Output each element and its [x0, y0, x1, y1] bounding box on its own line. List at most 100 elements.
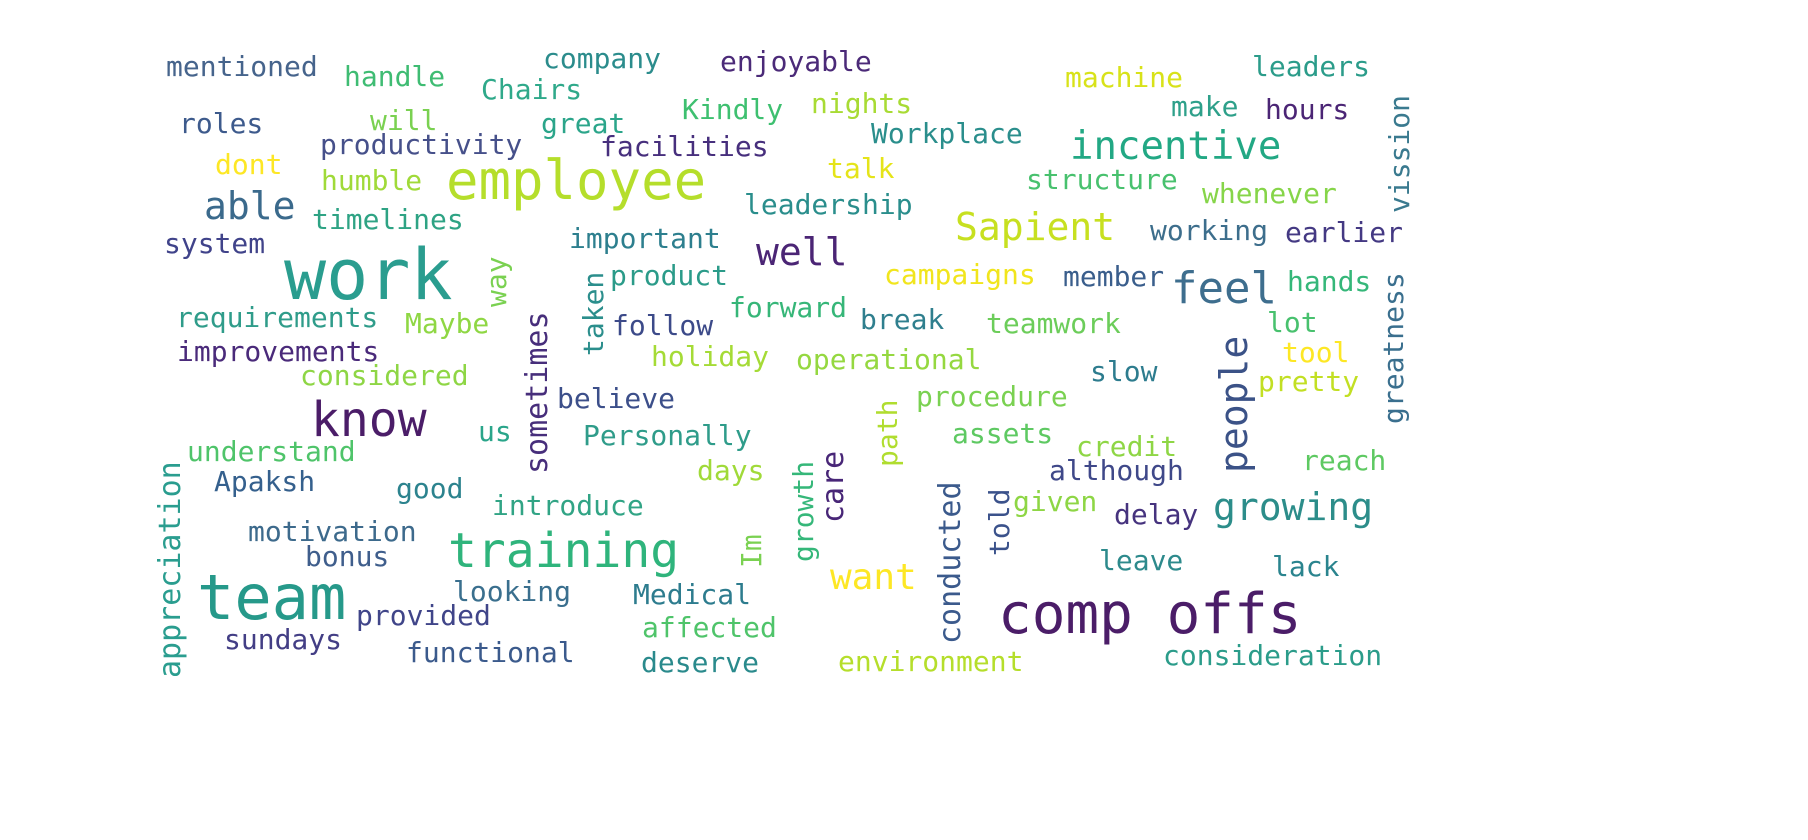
word-introduce: introduce — [492, 489, 644, 522]
word-sundays: sundays — [224, 623, 343, 656]
word-credit: credit — [1076, 430, 1178, 463]
word-growing: growing — [1213, 485, 1374, 529]
word-bonus: bonus — [305, 540, 390, 573]
word-workplace: Workplace — [871, 117, 1023, 150]
word-kindly: Kindly — [682, 93, 784, 126]
word-hands: hands — [1287, 265, 1372, 298]
word-enjoyable: enjoyable — [720, 45, 872, 78]
word-able: able — [204, 184, 296, 228]
word-deserve: deserve — [641, 646, 760, 679]
word-operational: operational — [796, 343, 982, 376]
word-environment: environment — [838, 645, 1024, 678]
word-functional: functional — [406, 636, 575, 669]
word-whenever: whenever — [1202, 177, 1337, 210]
word-slow: slow — [1090, 355, 1158, 388]
word-hours: hours — [1265, 93, 1350, 126]
word-incentive: incentive — [1070, 124, 1282, 169]
word-member: member — [1063, 260, 1165, 293]
word-campaigns: campaigns — [884, 258, 1036, 291]
word-want: want — [830, 557, 917, 598]
word-comp-offs: comp offs — [998, 582, 1302, 647]
word-told: told — [983, 488, 1016, 556]
word-chairs: Chairs — [481, 73, 583, 106]
word-employee: employee — [446, 149, 707, 212]
word-training: training — [448, 523, 680, 579]
word-leadership: leadership — [744, 188, 913, 221]
word-productivity: productivity — [320, 128, 523, 161]
word-teamwork: teamwork — [986, 307, 1121, 340]
word-lack: lack — [1272, 550, 1340, 583]
word-pretty: pretty — [1258, 365, 1360, 398]
word-work: work — [284, 234, 453, 316]
word-working: working — [1150, 214, 1269, 247]
word-assets: assets — [952, 417, 1054, 450]
word-good: good — [396, 472, 464, 505]
word-team: team — [197, 561, 347, 634]
word-improvements: improvements — [177, 335, 380, 368]
word-sometimes: sometimes — [520, 311, 555, 474]
word-roles: roles — [179, 107, 264, 140]
word-way: way — [480, 256, 513, 307]
word-handle: handle — [344, 60, 446, 93]
word-consideration: consideration — [1163, 639, 1383, 672]
word-mentioned: mentioned — [166, 50, 318, 83]
word-talk: talk — [827, 152, 895, 185]
word-motivation: motivation — [248, 515, 417, 548]
word-medical: Medical — [633, 578, 752, 611]
word-tool: tool — [1282, 336, 1350, 369]
word-given: given — [1013, 485, 1098, 518]
word-understand: understand — [187, 435, 356, 468]
word-holiday: holiday — [651, 340, 770, 373]
word-make: make — [1171, 90, 1239, 123]
word-leave: leave — [1099, 544, 1184, 577]
word-looking: looking — [453, 575, 572, 608]
word-conducted: conducted — [933, 481, 968, 644]
word-company: company — [543, 42, 662, 75]
word-people: people — [1212, 335, 1256, 473]
word-vission: vission — [1383, 94, 1416, 213]
word-sapient: Sapient — [955, 205, 1116, 249]
word-growth: growth — [787, 460, 820, 562]
word-considered: considered — [300, 359, 469, 392]
word-structure: structure — [1026, 163, 1178, 196]
word-days: days — [697, 454, 765, 487]
word-leaders: leaders — [1252, 50, 1371, 83]
word-nights: nights — [811, 87, 913, 120]
word-great: great — [541, 107, 626, 140]
word-product: product — [610, 259, 729, 292]
word-forward: forward — [729, 291, 848, 324]
word-will: will — [370, 104, 438, 137]
word-personally: Personally — [583, 419, 752, 452]
word-facilities: facilities — [600, 130, 769, 163]
word-follow: follow — [612, 309, 714, 342]
word-maybe: Maybe — [405, 307, 490, 340]
word-feel: feel — [1171, 263, 1277, 314]
word-break: break — [860, 303, 945, 336]
word-system: system — [164, 227, 266, 260]
word-lot: lot — [1267, 306, 1318, 339]
word-affected: affected — [642, 611, 777, 644]
word-delay: delay — [1114, 498, 1199, 531]
word-path: path — [871, 399, 904, 467]
word-provided: provided — [356, 599, 491, 632]
word-humble: humble — [321, 164, 423, 197]
word-procedure: procedure — [916, 380, 1068, 413]
word-care: care — [816, 450, 851, 523]
word-us: us — [478, 415, 512, 448]
word-requirements: requirements — [176, 301, 379, 334]
word-believe: believe — [557, 382, 676, 415]
word-dont: dont — [215, 148, 283, 181]
word-know: know — [311, 392, 427, 448]
word-greatness: greatness — [1377, 272, 1410, 424]
word-although: although — [1049, 454, 1184, 487]
word-important: important — [569, 222, 721, 255]
word-im: Im — [735, 534, 768, 568]
word-appreciation: appreciation — [153, 461, 188, 678]
word-apaksh: Apaksh — [214, 465, 316, 498]
word-earlier: earlier — [1285, 216, 1404, 249]
word-reach: reach — [1302, 444, 1387, 477]
word-timelines: timelines — [312, 203, 464, 236]
word-machine: machine — [1065, 61, 1184, 94]
word-taken: taken — [577, 271, 610, 356]
